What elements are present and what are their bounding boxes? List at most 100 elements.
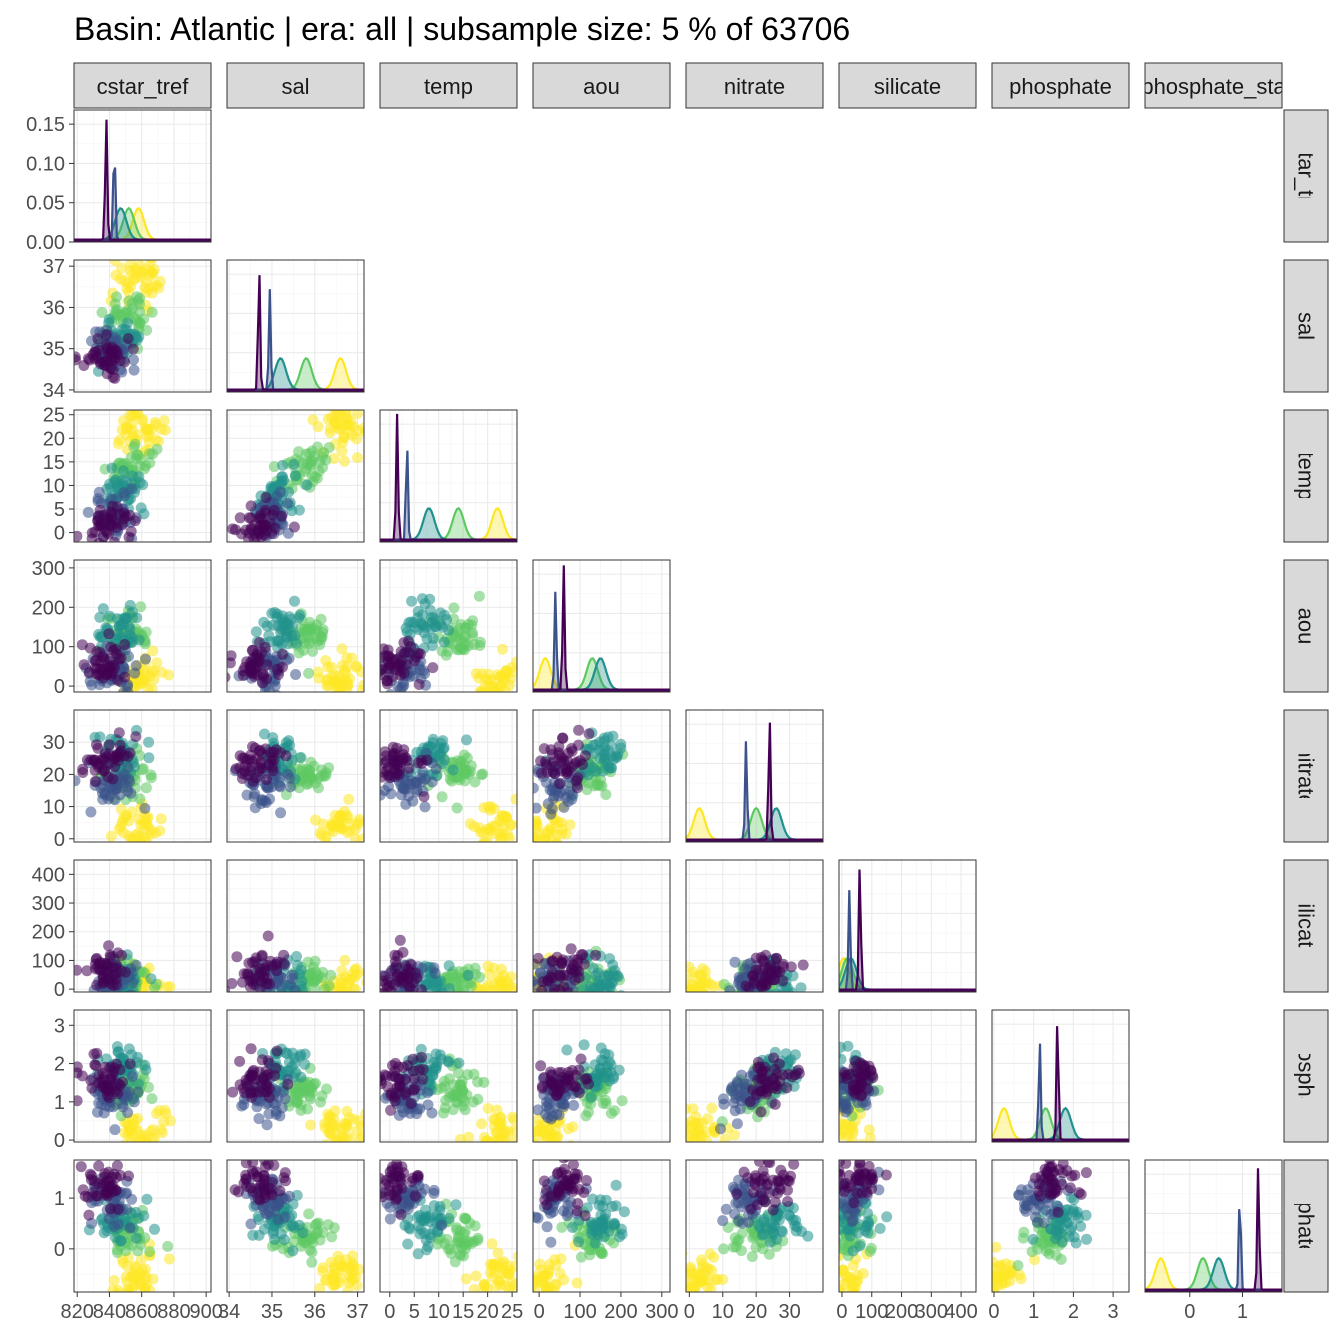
scatter-point (277, 617, 289, 629)
scatter-point (482, 994, 493, 1005)
scatter-point (686, 961, 695, 973)
scatter-point (122, 998, 133, 1009)
density-panel-aou (532, 559, 671, 693)
scatter-point (507, 1111, 517, 1123)
scatter-point (369, 649, 380, 660)
scatter-point (284, 781, 296, 793)
scatter-point (100, 329, 112, 341)
y-tick-label: 30 (43, 732, 65, 754)
scatter-point (125, 987, 137, 992)
scatter-point (575, 994, 586, 1005)
panel-content (227, 860, 364, 1005)
scatter-point (289, 470, 301, 482)
scatter-point (487, 680, 498, 692)
scatter-point (540, 777, 552, 788)
scatter-point (755, 1085, 767, 1097)
scatter-point (119, 639, 131, 650)
scatter-point (118, 275, 130, 287)
scatter-point (112, 1088, 124, 1100)
scatter-point (593, 991, 597, 992)
scatter-point (616, 1095, 628, 1107)
scatter-point (436, 1082, 448, 1094)
scatter-point (536, 1080, 548, 1092)
scatter-point (450, 995, 461, 1006)
scatter-point (385, 1104, 397, 1116)
scatter-point (380, 1069, 391, 1081)
scatter-point (83, 666, 95, 678)
scatter-point (526, 1143, 537, 1154)
column-strip-sal: sal (226, 62, 365, 109)
scatter-point (755, 1106, 767, 1118)
scatter-point (358, 679, 364, 691)
scatter-point (90, 1060, 102, 1071)
scatter-point (671, 986, 682, 997)
scatter-point (397, 946, 409, 958)
scatter-point (429, 967, 441, 979)
density-curve (74, 119, 211, 242)
scatter-point (732, 996, 743, 1007)
panel-content (839, 860, 976, 992)
scatter-point (728, 1129, 740, 1141)
scatter-point (481, 836, 493, 842)
scatter-point (574, 755, 586, 767)
scatter-panel-silicate-vs-aou (532, 859, 671, 1011)
y-tick-label: 200 (32, 597, 65, 619)
scatter-point (119, 992, 130, 1003)
scatter-point (821, 1144, 832, 1155)
scatter-point (245, 512, 257, 524)
scatter-point (542, 798, 554, 810)
scatter-point (578, 1039, 590, 1051)
scatter-point (128, 364, 140, 376)
column-strip-label: cstar_tref (97, 74, 190, 99)
scatter-point (599, 1094, 611, 1106)
scatter-point (282, 768, 294, 780)
scatter-point (74, 530, 83, 542)
scatter-point (154, 695, 165, 706)
panel-content (74, 710, 211, 842)
scatter-point (750, 1000, 761, 1011)
panel-content (671, 860, 823, 1011)
scatter-point (533, 995, 544, 1006)
scatter-point (536, 985, 548, 992)
scatter-point (262, 1055, 274, 1067)
scatter-point (579, 1073, 591, 1085)
scatter-point (341, 660, 353, 672)
scatter-point (724, 985, 736, 992)
scatter-point (322, 661, 334, 673)
scatter-point (533, 820, 543, 831)
scatter-point (533, 832, 540, 842)
scatter-point (827, 1104, 838, 1115)
scatter-point (344, 989, 354, 992)
strip-background (1283, 1159, 1329, 1293)
scatter-point (260, 1065, 272, 1077)
scatter-point (570, 1000, 581, 1011)
scatter-point (546, 991, 549, 992)
y-tick-label: 2 (54, 1054, 65, 1076)
scatter-point (106, 462, 118, 474)
scatter-point (121, 781, 133, 793)
scatter-point (555, 1080, 567, 1091)
scatter-point (380, 1078, 387, 1090)
scatter-point (262, 994, 273, 1005)
scatter-point (401, 626, 413, 638)
scatter-point (367, 968, 378, 979)
scatter-point (539, 1142, 550, 1153)
scatter-point (86, 1082, 98, 1094)
panel-border (73, 709, 212, 843)
strip-background (1144, 62, 1283, 109)
scatter-point (533, 975, 539, 987)
scatter-point (565, 943, 577, 955)
scatter-point (161, 981, 173, 992)
scatter-point (310, 777, 322, 789)
density-curve (839, 869, 976, 992)
scatter-point (126, 268, 138, 280)
scatter-point (147, 645, 159, 657)
scatter-point (421, 633, 433, 645)
scatter-point (383, 780, 394, 792)
scatter-point (119, 490, 131, 502)
scatter-point (752, 1074, 764, 1086)
scatter-point (419, 801, 431, 813)
scatter-point (121, 681, 133, 692)
scatter-point (556, 824, 568, 835)
scatter-point (124, 599, 136, 611)
